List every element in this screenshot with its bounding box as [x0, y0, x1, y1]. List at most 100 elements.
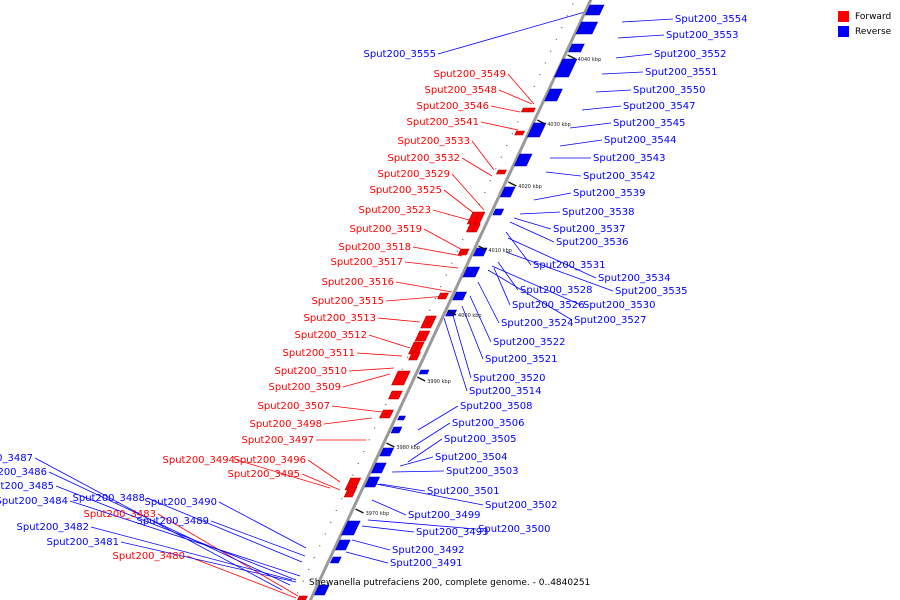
leader-line	[371, 499, 407, 516]
reverse-gene	[513, 153, 533, 167]
leader-line	[407, 438, 443, 463]
gene-label-sput200-3542: Sput200_3542	[583, 171, 656, 182]
reverse-gene	[341, 520, 361, 536]
gene-label-sput200-3522: Sput200_3522	[493, 337, 566, 348]
legend-forward-label: Forward	[855, 11, 892, 22]
gene-label-sput200-3504: Sput200_3504	[435, 452, 508, 463]
leader-line	[379, 483, 426, 492]
reverse-gene	[575, 21, 599, 35]
leader-line	[487, 269, 573, 321]
gene-label-sput200-3518: Sput200_3518	[339, 242, 412, 253]
gene-label-sput200-3485: Sput200_3485	[0, 481, 54, 492]
reverse-gene-shade	[551, 88, 558, 102]
leader-line	[559, 139, 603, 147]
gene-label-sput200-3494: Sput200_3494	[163, 455, 236, 466]
forward-gene	[414, 330, 431, 342]
forward-gene-shade	[397, 370, 406, 386]
gene-label-sput200-3526: Sput200_3526	[512, 300, 585, 311]
leader-line	[617, 34, 665, 39]
forward-gene-shade	[348, 486, 354, 498]
leader-line	[581, 105, 622, 111]
gene-label-sput200-3538: Sput200_3538	[562, 207, 635, 218]
leader-line	[342, 373, 391, 388]
gene-label-sput200-3507: Sput200_3507	[258, 401, 331, 412]
forward-gene	[387, 390, 403, 400]
forward-gene	[457, 248, 470, 256]
leader-line	[569, 122, 612, 129]
leader-line	[368, 334, 411, 349]
gene-label-sput200-3489: Sput200_3489	[137, 516, 210, 527]
forward-gene-shade	[412, 351, 418, 361]
tick-label: 4020 kbp	[518, 184, 542, 190]
leader-line	[146, 497, 303, 563]
gene-label-sput200-3481: Sput200_3481	[47, 537, 120, 548]
reverse-gene-shade	[457, 291, 463, 301]
gene-label-sput200-3503: Sput200_3503	[446, 466, 519, 477]
gene-label-sput200-3521: Sput200_3521	[485, 354, 558, 365]
reverse-gene-shade	[334, 556, 338, 564]
leader-line	[451, 173, 485, 211]
forward-gene	[379, 409, 394, 419]
leader-line	[513, 217, 552, 230]
gene-label-sput200-3520: Sput200_3520	[473, 373, 546, 384]
reverse-gene	[390, 426, 403, 434]
gene-label-sput200-3490: Sput200_3490	[145, 497, 218, 508]
leader-line	[412, 246, 463, 257]
forward-gene	[437, 292, 449, 300]
leader-line	[469, 295, 492, 343]
leader-line	[210, 520, 306, 557]
reverse-gene	[379, 447, 395, 457]
leader-line	[497, 261, 519, 291]
gene-label-sput200-3537: Sput200_3537	[553, 224, 626, 235]
leader-line	[417, 405, 459, 431]
gene-label-sput200-3505: Sput200_3505	[444, 434, 517, 445]
gene-label-sput200-3482: Sput200_3482	[17, 522, 90, 533]
gene-label-sput200-3535: Sput200_3535	[615, 286, 688, 297]
gene-label-sput200-3508: Sput200_3508	[460, 401, 533, 412]
leader-line	[348, 367, 395, 372]
leader-line	[377, 317, 421, 323]
tick-mark	[447, 310, 457, 316]
leader-line	[505, 251, 614, 292]
legend-reverse: Reverse	[838, 24, 891, 39]
gene-label-sput200-3555: Sput200_3555	[364, 49, 437, 60]
tick-label: 4000 kbp	[458, 313, 482, 319]
leader-line	[461, 305, 484, 360]
legend: Forward Reverse	[838, 9, 891, 39]
gene-label-sput200-3493: Sput200_3493	[416, 527, 489, 538]
gene-label-sput200-3519: Sput200_3519	[350, 224, 423, 235]
leader-line	[236, 459, 331, 489]
tick-label: 3980 kbp	[396, 445, 420, 451]
leader-line	[331, 405, 383, 413]
gene-label-sput200-3488: Sput200_3488	[73, 493, 146, 504]
leader-line	[443, 317, 468, 392]
gene-label-sput200-3501: Sput200_3501	[427, 486, 500, 497]
gene-label-sput200-3529: Sput200_3529	[378, 169, 451, 180]
tick-label: 3970 kbp	[366, 511, 390, 517]
leader-line	[361, 525, 415, 533]
forward-gene-shade	[473, 211, 480, 225]
reverse-gene	[568, 43, 585, 53]
tick-mark	[567, 54, 576, 60]
gene-label-sput200-3545: Sput200_3545	[613, 118, 686, 129]
gene-label-sput200-3499: Sput200_3499	[408, 510, 481, 521]
gene-label-sput200-3491: Sput200_3491	[390, 558, 463, 569]
leader-line	[480, 121, 519, 131]
forward-gene-shade	[393, 390, 398, 400]
tick-mark	[478, 245, 487, 251]
kbp-ticks: 4040 kbp 4030 kbp 4020 kbp 4010 kbp 4000 kbp…	[355, 54, 601, 517]
leader-line	[351, 539, 391, 551]
leader-line	[545, 171, 582, 177]
gene-labels: Sput200_3549 Sput200_3548 Sput200_3546 Sput…	[0, 14, 748, 569]
leader-line	[498, 89, 533, 105]
genome-backbone	[293, 0, 593, 600]
gene-label-sput200-3512: Sput200_3512	[295, 330, 368, 341]
gene-label-sput200-3548: Sput200_3548	[425, 85, 498, 96]
tick-mark	[507, 181, 517, 187]
leader-line	[413, 422, 451, 447]
forward-gene	[520, 107, 536, 113]
gene-label-sput200-3530: Sput200_3530	[583, 300, 656, 311]
leader-line	[48, 471, 291, 586]
leader-line	[461, 157, 493, 177]
